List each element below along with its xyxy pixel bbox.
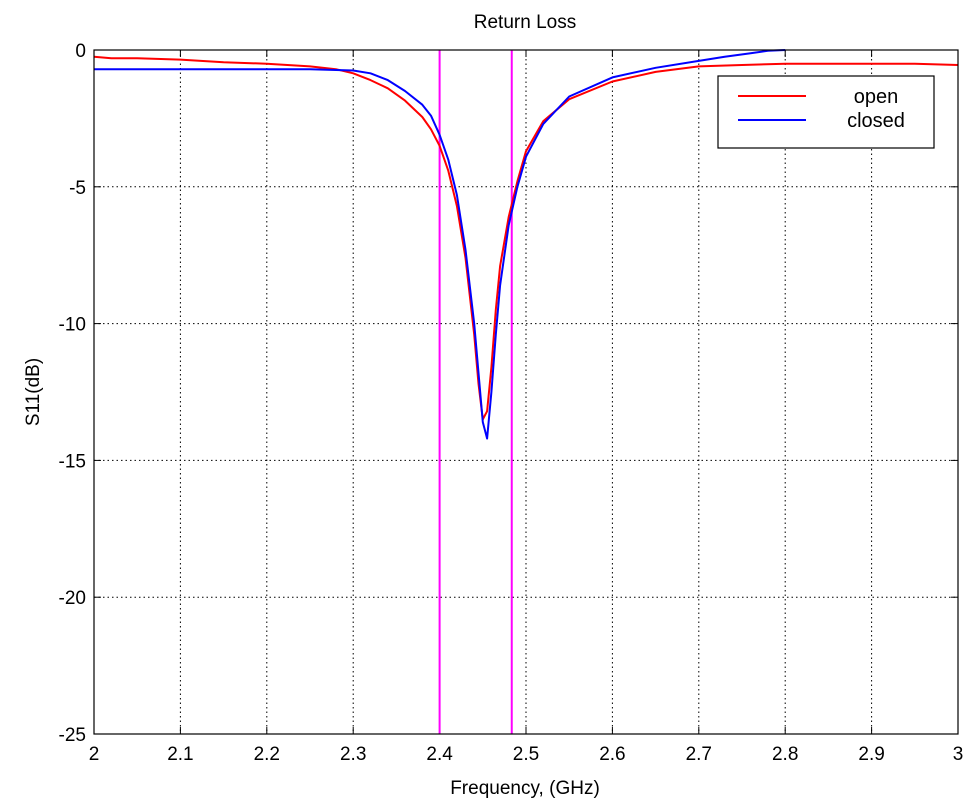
legend-box <box>717 75 935 149</box>
x-tick-labels: 2 2.1 2.2 2.3 2.4 2.5 2.6 2.7 2.8 2.9 3 <box>89 744 964 765</box>
x-tick-label: 2.9 <box>858 744 884 765</box>
x-tick-label: 2.3 <box>340 744 366 765</box>
x-tick-label: 2.1 <box>167 744 193 765</box>
x-tick-label: 2.5 <box>513 744 539 765</box>
band-markers <box>438 50 513 734</box>
x-tick-label: 2.2 <box>254 744 280 765</box>
x-tick-label: 2.7 <box>686 744 712 765</box>
legend-label-closed: closed <box>847 110 905 132</box>
x-tick-label: 3 <box>953 744 964 765</box>
data-series <box>93 49 959 440</box>
y-axis-title: S11(dB) <box>23 358 44 426</box>
series-line-closed <box>94 49 786 440</box>
y-tick-label: -15 <box>59 451 86 472</box>
x-axis-title: Frequency, (GHz) <box>450 778 600 799</box>
chart-title: Return Loss <box>474 12 576 33</box>
y-tick-labels: 0 -5 -10 -15 -20 -25 <box>59 41 86 746</box>
plot-frame <box>93 49 959 735</box>
y-tick-label: -20 <box>59 588 86 609</box>
x-tick-label: 2.8 <box>772 744 798 765</box>
y-tick-label: -10 <box>59 315 86 336</box>
y-tick-label: -25 <box>59 725 86 746</box>
x-tick-label: 2.6 <box>599 744 625 765</box>
y-tick-label: -5 <box>69 178 86 199</box>
y-tick-label: 0 <box>75 41 86 62</box>
x-tick-label: 2 <box>89 744 100 765</box>
x-tick-label: 2.4 <box>426 744 453 765</box>
legend-label-open: open <box>854 86 899 108</box>
